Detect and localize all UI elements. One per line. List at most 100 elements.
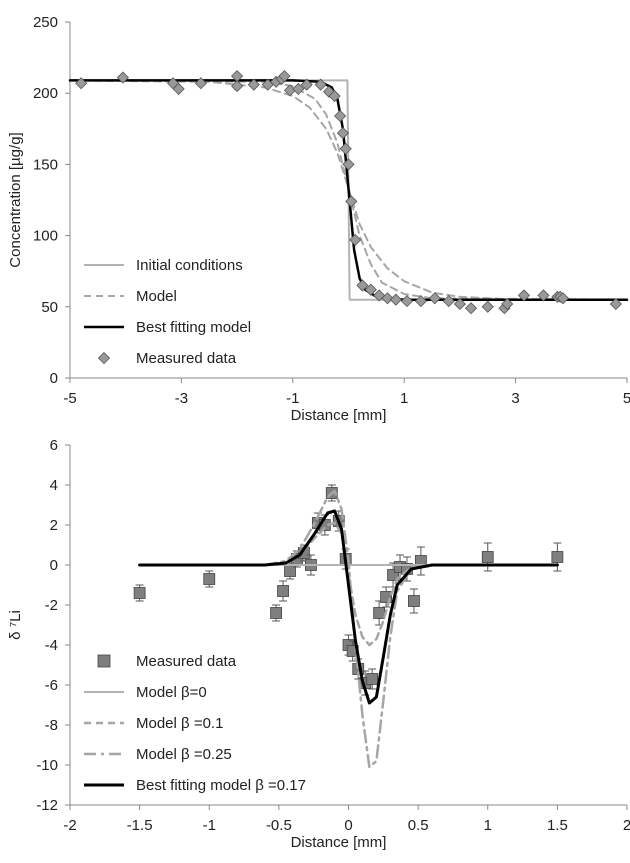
series-line bbox=[69, 79, 628, 301]
data-point bbox=[345, 195, 358, 208]
data-point bbox=[481, 551, 494, 563]
legend-label: Best fitting model bbox=[136, 319, 251, 336]
data-point bbox=[381, 292, 394, 305]
data-point bbox=[481, 300, 494, 313]
data-point bbox=[334, 109, 347, 123]
data-point bbox=[349, 233, 362, 246]
data-point bbox=[314, 78, 327, 91]
y-tick-label: -12 bbox=[36, 797, 58, 814]
x-tick-label: 3 bbox=[511, 390, 519, 407]
data-point bbox=[342, 158, 355, 171]
series-4 bbox=[75, 70, 622, 315]
data-point bbox=[328, 89, 341, 103]
data-point bbox=[389, 293, 402, 306]
legend-label: Initial conditions bbox=[136, 257, 243, 274]
data-point bbox=[356, 279, 369, 292]
legend-label: Model β =0.25 bbox=[136, 746, 232, 763]
x-tick-label: -2 bbox=[63, 817, 76, 834]
y-tick-label: -4 bbox=[45, 637, 58, 654]
data-point bbox=[278, 70, 291, 83]
legend-label: Best fitting model β =0.17 bbox=[136, 777, 306, 794]
data-point bbox=[556, 292, 570, 305]
data-point bbox=[194, 77, 207, 90]
x-tick-label: 2 bbox=[623, 817, 630, 834]
data-point bbox=[336, 127, 349, 140]
data-point bbox=[464, 302, 478, 315]
series-2 bbox=[69, 79, 628, 301]
x-tick-label: 1 bbox=[400, 390, 408, 407]
series-5 bbox=[138, 509, 559, 705]
chart-panel-2: -12 -10 -8 -6 -4 -2 0 2 4 6 -2 -1.5 -1 -0.5 0 0.5 1 1.5 2 D… bbox=[7, 437, 630, 851]
legend-item: Best fitting model β =0.17 bbox=[84, 777, 306, 794]
y-tick-label: -6 bbox=[45, 677, 58, 694]
data-point bbox=[75, 77, 88, 90]
data-point bbox=[366, 673, 379, 685]
data-point bbox=[442, 295, 455, 308]
y-tick-label: 0 bbox=[50, 557, 58, 574]
legend-item: Model bbox=[84, 288, 177, 305]
x-tick-label: 5 bbox=[623, 390, 630, 407]
legend-label: Model β =0.1 bbox=[136, 715, 223, 732]
data-point bbox=[551, 551, 564, 563]
x-tick-label: -0.5 bbox=[266, 817, 292, 834]
y-axis-title: Concentration [µg/g] bbox=[7, 132, 24, 267]
legend-item: Best fitting model bbox=[84, 319, 251, 336]
data-point bbox=[414, 295, 427, 308]
legend-item: Measured data bbox=[97, 350, 237, 367]
y-tick-label: 2 bbox=[50, 517, 58, 534]
x-tick-label: 0.5 bbox=[408, 817, 429, 834]
y-tick-label: 50 bbox=[41, 299, 58, 316]
legend-item: Model β =0.1 bbox=[84, 715, 223, 732]
x-tick-label: 0 bbox=[344, 817, 352, 834]
legend-swatch bbox=[97, 654, 111, 668]
legend: Measured data Model β=0 Model β =0.1 Model … bbox=[84, 653, 306, 794]
data-point bbox=[373, 607, 386, 619]
legend-swatch bbox=[97, 351, 111, 365]
y-tick-label: 200 bbox=[33, 85, 58, 102]
data-point bbox=[428, 292, 441, 305]
x-axis-title: Distance [mm] bbox=[291, 834, 387, 851]
data-point bbox=[501, 297, 514, 311]
y-tick-label: 100 bbox=[33, 228, 58, 245]
x-axis-title: Distance [mm] bbox=[291, 407, 387, 424]
y-tick-label: 150 bbox=[33, 156, 58, 173]
chart-panel-1: 0 50 100 150 200 250 -5 -3 -1 1 3 5 Distance [mm] Con… bbox=[7, 14, 630, 424]
legend-item: Initial conditions bbox=[84, 257, 243, 274]
legend: Initial conditions Model Best fitting mode… bbox=[84, 257, 251, 367]
data-point bbox=[387, 569, 399, 581]
data-point bbox=[172, 82, 185, 95]
data-point bbox=[116, 71, 129, 84]
y-tick-label: -2 bbox=[45, 597, 58, 614]
data-point bbox=[277, 585, 289, 597]
x-tick-label: 1 bbox=[484, 817, 492, 834]
y-tick-label: -10 bbox=[36, 757, 58, 774]
data-point bbox=[203, 573, 216, 585]
data-point bbox=[609, 297, 622, 311]
data-point bbox=[453, 297, 466, 311]
y-tick-label: 250 bbox=[33, 14, 58, 31]
y-tick-label: 6 bbox=[50, 437, 58, 454]
legend-item: Model β =0.25 bbox=[84, 746, 232, 763]
y-tick-label: 4 bbox=[50, 477, 58, 494]
x-tick-label: 1.5 bbox=[547, 817, 568, 834]
x-tick-label: -1 bbox=[286, 390, 299, 407]
legend-label: Measured data bbox=[136, 653, 237, 670]
data-point bbox=[537, 289, 550, 302]
x-tick-label: -3 bbox=[175, 390, 188, 407]
x-tick-label: -5 bbox=[63, 390, 76, 407]
y-tick-label: -8 bbox=[45, 717, 58, 734]
x-tick-label: -1.5 bbox=[127, 817, 153, 834]
legend-label: Model β=0 bbox=[136, 684, 207, 701]
data-point bbox=[247, 78, 260, 91]
data-point bbox=[231, 80, 244, 93]
data-point bbox=[408, 595, 420, 607]
data-point bbox=[400, 295, 414, 308]
data-point bbox=[364, 283, 377, 296]
series-line bbox=[69, 79, 628, 301]
legend-label: Measured data bbox=[136, 350, 237, 367]
data-point bbox=[339, 142, 352, 155]
data-point bbox=[517, 289, 531, 302]
y-tick-label: 0 bbox=[50, 370, 58, 387]
